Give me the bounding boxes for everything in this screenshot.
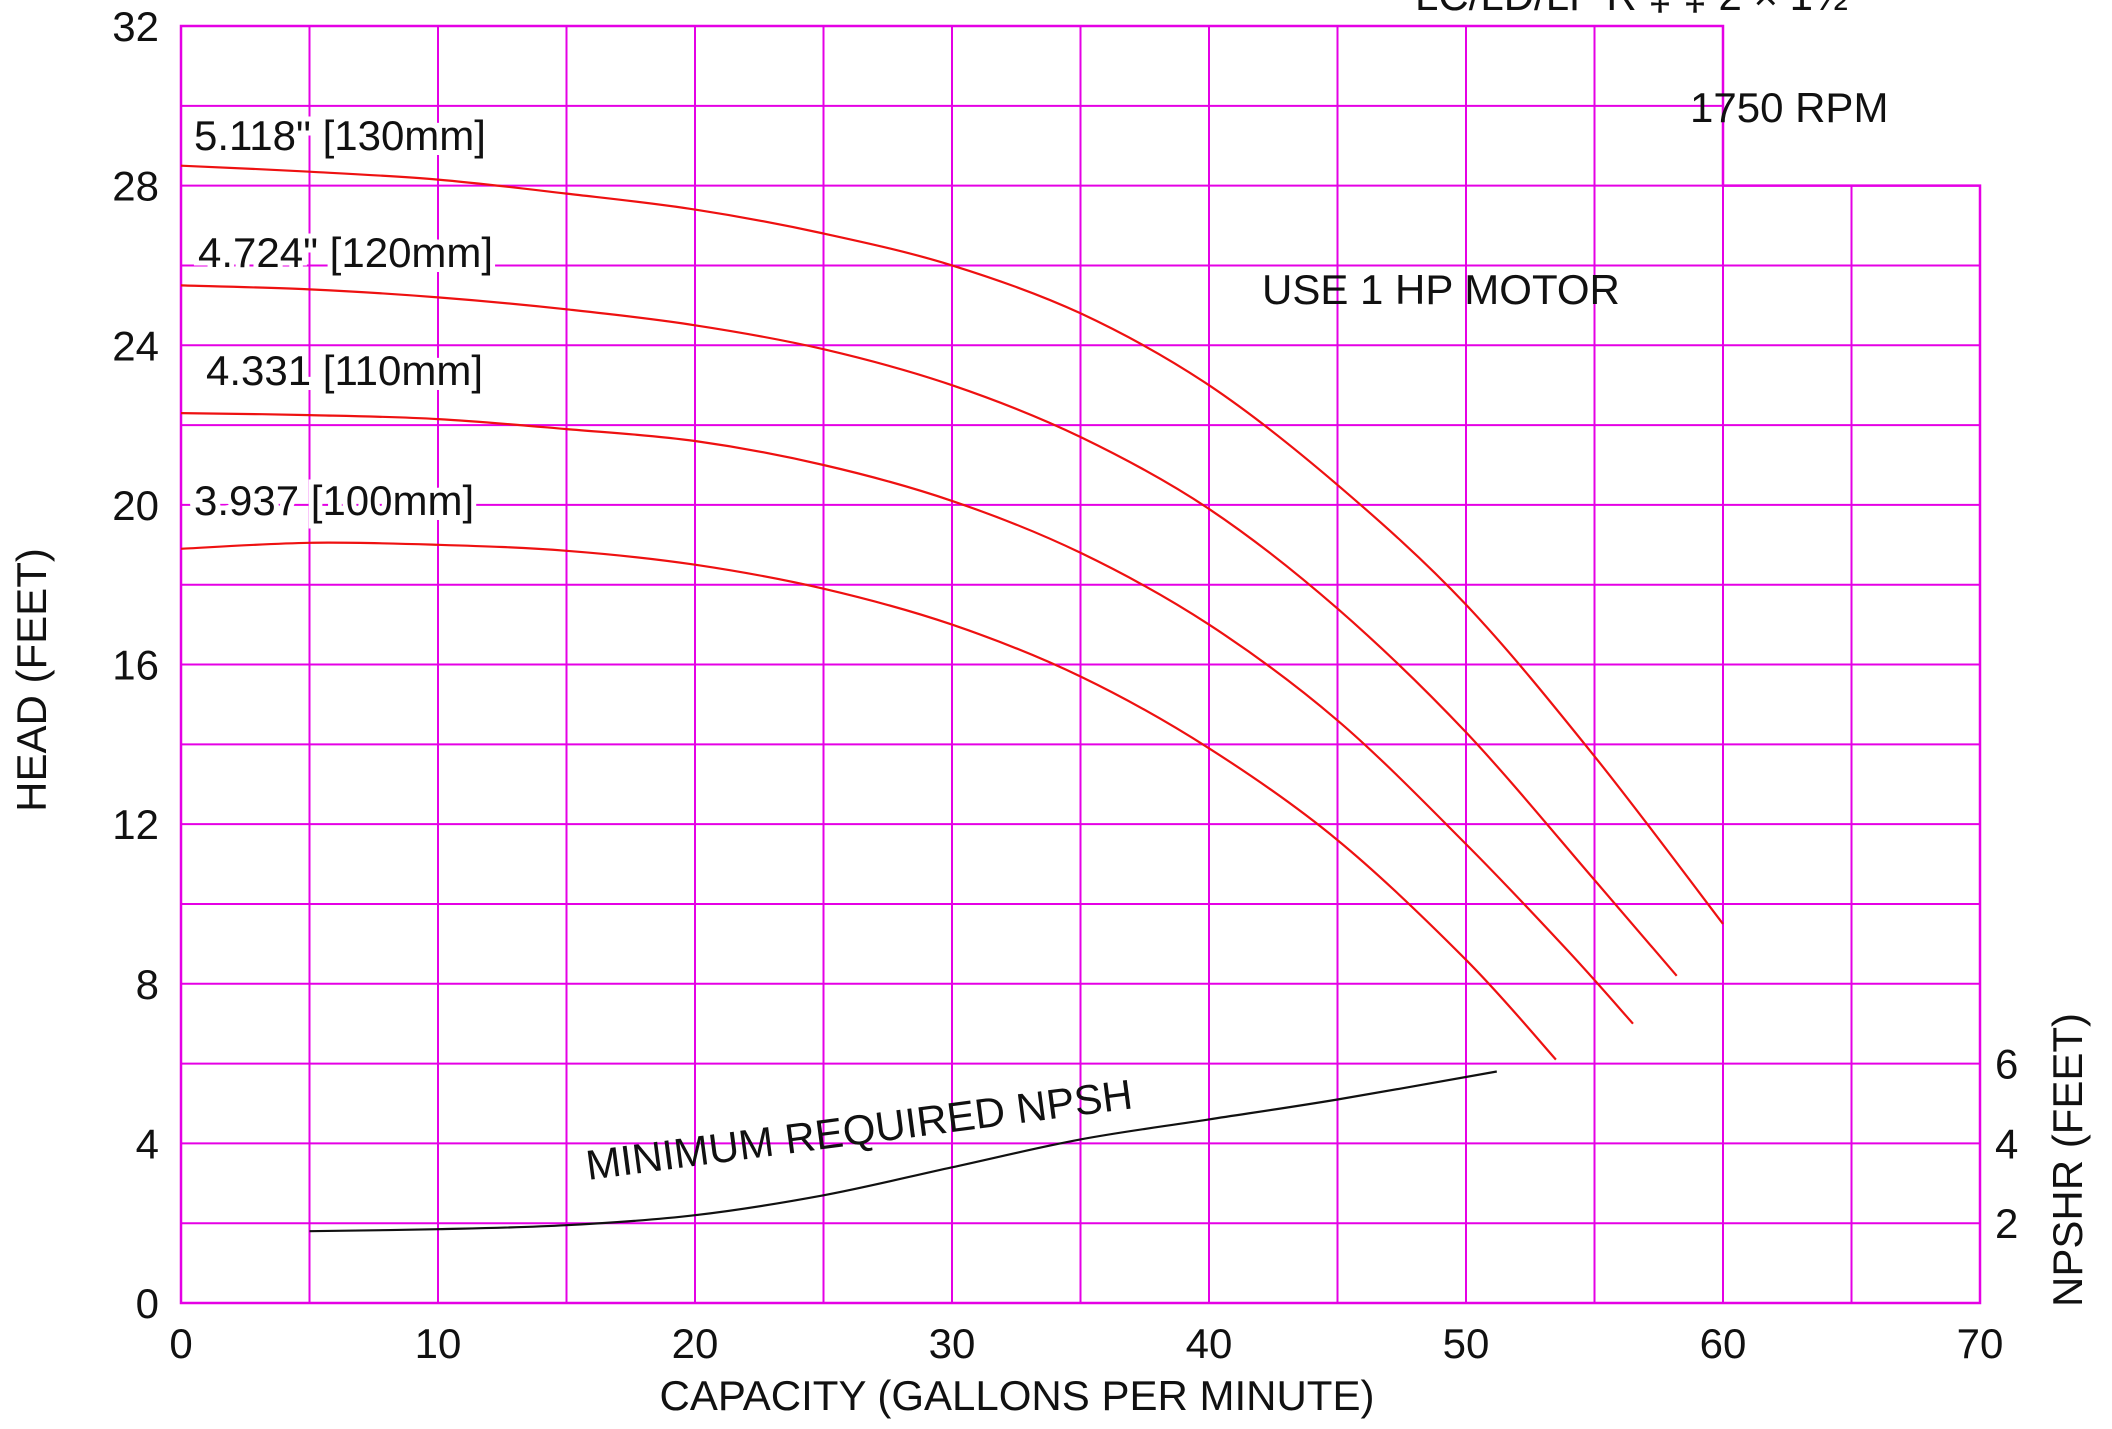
y2-tick-label: 4 bbox=[1995, 1120, 2018, 1167]
x-tick-label: 30 bbox=[929, 1320, 976, 1367]
y-axis-title: HEAD (FEET) bbox=[8, 548, 55, 812]
x-tick-label: 20 bbox=[672, 1320, 719, 1367]
x-axis-title: CAPACITY (GALLONS PER MINUTE) bbox=[660, 1372, 1375, 1419]
y-tick-label: 24 bbox=[112, 322, 159, 369]
curve-labels: 5.118" [130mm] 4.724" [120mm] 4.331 [110mm… bbox=[189, 107, 498, 529]
x-tick-label: 70 bbox=[1957, 1320, 2004, 1367]
y-tick-label: 12 bbox=[112, 801, 159, 848]
x-tick-label: 60 bbox=[1700, 1320, 1747, 1367]
x-tick-label: 50 bbox=[1443, 1320, 1490, 1367]
grid bbox=[179, 24, 1982, 1305]
x-tick-label: 40 bbox=[1186, 1320, 1233, 1367]
y2-tick-label: 6 bbox=[1995, 1041, 2018, 1088]
y-tick-label: 20 bbox=[112, 482, 159, 529]
y2-tick-label: 2 bbox=[1995, 1200, 2018, 1247]
x-tick-label: 10 bbox=[415, 1320, 462, 1367]
plot-frame bbox=[179, 24, 1982, 1305]
impeller-diameter-label: 5.118" [130mm] bbox=[194, 112, 486, 159]
y-tick-label: 4 bbox=[136, 1120, 159, 1167]
y-tick-label: 16 bbox=[112, 642, 159, 689]
motor-annotation: USE 1 HP MOTOR bbox=[1262, 266, 1620, 313]
impeller-diameter-label: 4.724" [120mm] bbox=[198, 229, 493, 276]
head-curve-2 bbox=[180, 284, 1678, 977]
y-tick-label: 0 bbox=[136, 1280, 159, 1327]
head-curve-4 bbox=[180, 541, 1557, 1061]
y-tick-label: 32 bbox=[112, 3, 159, 50]
y-tick-label: 28 bbox=[112, 163, 159, 210]
chart-title-fragment: LC/LD/LF R ‡ ‡ 2 × 1½ bbox=[1415, 0, 1848, 19]
y2-axis-title: NPSHR (FEET) bbox=[2044, 1013, 2091, 1307]
curves bbox=[180, 164, 1724, 1233]
npsh-curve bbox=[309, 1070, 1497, 1233]
npsh-curve-label: MINIMUM REQUIRED NPSH bbox=[583, 1070, 1135, 1188]
impeller-diameter-label: 4.331 [110mm] bbox=[206, 347, 483, 394]
x-tick-label: 0 bbox=[169, 1320, 192, 1367]
y-tick-label: 8 bbox=[136, 961, 159, 1008]
head-curve-1 bbox=[180, 164, 1724, 925]
rpm-annotation: 1750 RPM bbox=[1690, 84, 1888, 131]
impeller-diameter-label: 3.937 [100mm] bbox=[194, 477, 474, 524]
head-curve-3 bbox=[180, 412, 1634, 1025]
